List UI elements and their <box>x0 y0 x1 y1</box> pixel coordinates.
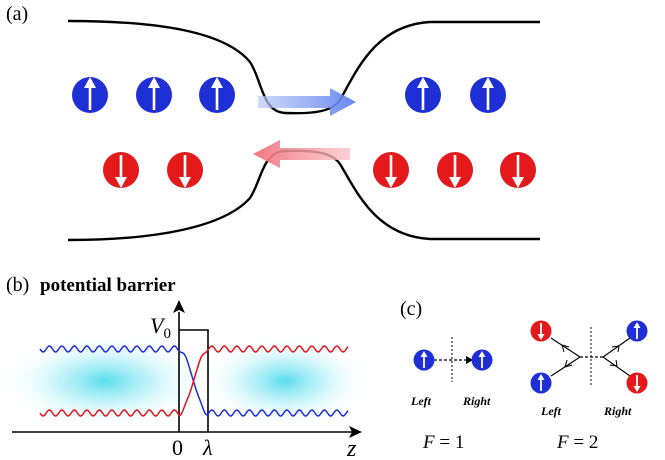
potential-barrier <box>179 329 209 432</box>
spin-down-electron <box>626 372 648 394</box>
branch-chevron <box>609 359 618 367</box>
branch-chevron <box>564 359 573 368</box>
right-label: Right <box>462 394 491 408</box>
right-wavepacket-glow <box>200 335 370 427</box>
tick-lambda: λ <box>202 435 213 460</box>
barrier-height-label: V0 <box>150 313 171 342</box>
tick-zero: 0 <box>172 435 183 460</box>
f1-label: F = 1 <box>422 432 464 453</box>
branch-chevron <box>611 345 620 353</box>
upper-boundary <box>67 19 540 115</box>
transmission-arrowhead <box>466 356 473 364</box>
spin-up-electron <box>413 349 435 371</box>
f2-label: F = 2 <box>556 432 598 453</box>
spin-down-electron <box>373 152 409 188</box>
panel-b: (b) potential barrier V0 0 λ z <box>0 274 370 460</box>
panel-c-label: (c) <box>400 298 422 320</box>
f2-diagram: Left Right F = 2 <box>530 320 648 453</box>
incoming-branch-upper <box>550 337 581 358</box>
spin-down-electron <box>437 152 473 188</box>
left-label: Left <box>540 404 562 418</box>
outgoing-branch-lower <box>602 356 631 377</box>
branch-chevron <box>561 344 570 353</box>
spin-up-electron <box>136 77 172 113</box>
spin-down-electron <box>530 320 552 342</box>
spin-down-wavefunction <box>39 345 349 417</box>
panel-a-label: (a) <box>6 3 28 25</box>
spin-up-wavefunction <box>39 345 349 417</box>
panel-c: (c) Left Right F = 1 <box>400 298 648 453</box>
spin-up-electron <box>199 77 235 113</box>
panel-b-title: potential barrier <box>40 275 176 296</box>
spin-up-flow-arrow <box>258 88 356 116</box>
left-wavepacket-glow <box>0 333 210 429</box>
panel-a: (a) <box>6 3 540 242</box>
spin-up-electron <box>470 77 506 113</box>
z-axis-arrowhead <box>349 426 362 438</box>
spin-down-flow-arrow <box>253 140 350 168</box>
spin-down-electron <box>167 152 203 188</box>
energy-axis-arrowhead <box>173 300 185 313</box>
spin-up-electron <box>72 77 108 113</box>
left-label: Left <box>410 394 432 408</box>
spin-down-electron <box>103 152 139 188</box>
z-axis-label: z <box>346 436 357 460</box>
right-label: Right <box>603 404 632 418</box>
outgoing-branch-upper <box>602 337 631 358</box>
spin-up-electron <box>471 349 493 371</box>
spin-up-electron <box>626 320 648 342</box>
spin-up-electron <box>530 372 552 394</box>
spin-down-electron <box>500 152 536 188</box>
f1-diagram: Left Right F = 1 <box>410 337 493 453</box>
panel-b-label: (b) <box>6 274 29 296</box>
spin-up-electron <box>405 77 441 113</box>
